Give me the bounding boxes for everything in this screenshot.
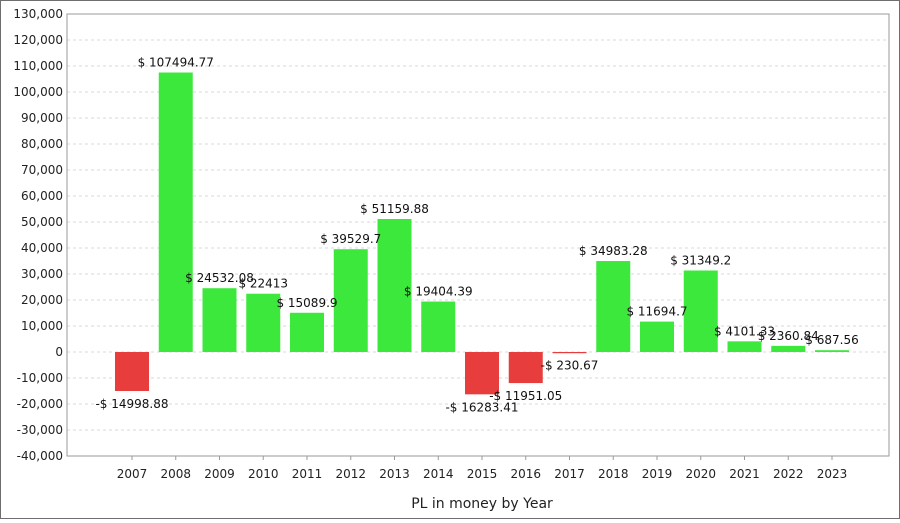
x-axis-ticks: 2007 2008 2009 2010 2011 2012 2013 2014 2015 2016…: [117, 456, 848, 481]
y-tick-label: 100,000: [13, 85, 63, 99]
y-tick-label: 130,000: [13, 7, 63, 21]
y-tick-label: 70,000: [21, 163, 63, 177]
data-label-2009: $ 24532.08: [185, 271, 254, 285]
x-tick-label: 2012: [335, 467, 366, 481]
y-tick-label: 110,000: [13, 59, 63, 73]
x-tick-label: 2015: [467, 467, 498, 481]
bar-2018[interactable]: [596, 261, 631, 352]
plot-area-border: [66, 13, 890, 457]
bar-2014[interactable]: [421, 301, 456, 352]
bar-2023[interactable]: [815, 350, 849, 352]
data-label-2023: $ 687.56: [805, 333, 858, 347]
x-tick-label: 2023: [817, 467, 848, 481]
data-label-2011: $ 15089.9: [276, 296, 337, 310]
x-tick-label: 2010: [248, 467, 279, 481]
bar-2016[interactable]: [508, 352, 543, 384]
data-label-2013: $ 51159.88: [360, 202, 429, 216]
x-tick-label: 2022: [773, 467, 804, 481]
data-label-2007: -$ 14998.88: [95, 397, 168, 411]
data-label-2014: $ 19404.39: [404, 285, 473, 299]
x-tick-label: 2017: [554, 467, 585, 481]
x-tick-label: 2011: [292, 467, 323, 481]
data-label-2018: $ 34983.28: [579, 244, 648, 258]
data-label-2021: $ 4101.33: [714, 324, 775, 338]
bar-2010[interactable]: [246, 293, 281, 352]
y-tick-label: -30,000: [17, 423, 63, 437]
x-tick-label: 2016: [510, 467, 541, 481]
x-tick-label: 2014: [423, 467, 454, 481]
y-tick-label: 90,000: [21, 111, 63, 125]
x-tick-label: 2021: [729, 467, 760, 481]
y-tick-label: -10,000: [17, 371, 63, 385]
bar-2008[interactable]: [158, 72, 193, 352]
y-tick-label: -20,000: [17, 397, 63, 411]
x-tick-label: 2008: [160, 467, 191, 481]
bar-2022[interactable]: [771, 345, 806, 352]
bar-2015[interactable]: [465, 352, 499, 395]
data-label-2008: $ 107494.77: [138, 56, 214, 70]
x-tick-label: 2018: [598, 467, 629, 481]
y-tick-label: 20,000: [21, 293, 63, 307]
x-axis-title: PL in money by Year: [411, 496, 553, 512]
bar-2013[interactable]: [377, 218, 412, 352]
bar-2011[interactable]: [290, 312, 324, 352]
data-label-2020: $ 31349.2: [670, 253, 731, 267]
data-labels: -$ 14998.88 $ 107494.77 $ 24532.08$ 22413 $…: [95, 56, 858, 415]
y-tick-label: 50,000: [21, 215, 63, 229]
grid-lines: [67, 13, 889, 457]
y-axis-ticks: 130,000 120,000 110,000 100,000 90,000 80,000…: [13, 7, 63, 463]
y-tick-label: 40,000: [21, 241, 63, 255]
bar-2012[interactable]: [333, 249, 368, 352]
bar-2021[interactable]: [727, 341, 762, 352]
data-label-2012: $ 39529.7: [320, 232, 381, 246]
bars: [115, 72, 849, 395]
x-tick-label: 2020: [685, 467, 716, 481]
data-label-2019: $ 11694.7: [626, 305, 687, 319]
y-tick-label: 60,000: [21, 189, 63, 203]
bar-2009[interactable]: [202, 288, 237, 352]
x-tick-label: 2007: [117, 467, 148, 481]
bar-2017[interactable]: [552, 352, 587, 354]
y-tick-label: -40,000: [17, 449, 63, 463]
x-tick-label: 2009: [204, 467, 235, 481]
bar-2007[interactable]: [115, 352, 149, 391]
data-label-2022: $ 2360.84: [758, 329, 819, 343]
data-label-2010: $ 22413: [238, 277, 288, 291]
x-tick-label: 2013: [379, 467, 410, 481]
data-label-2015: -$ 16283.41: [445, 400, 518, 414]
y-tick-label: 0: [55, 345, 63, 359]
bar-2020[interactable]: [683, 270, 718, 352]
y-tick-label: 80,000: [21, 137, 63, 151]
y-tick-label: 120,000: [13, 33, 63, 47]
y-tick-label: 30,000: [21, 267, 63, 281]
y-tick-label: 10,000: [21, 319, 63, 333]
data-label-2017: -$ 230.67: [541, 359, 599, 373]
x-tick-label: 2019: [642, 467, 673, 481]
bar-2019[interactable]: [640, 321, 674, 352]
data-label-2016: -$ 11951.05: [489, 389, 562, 403]
